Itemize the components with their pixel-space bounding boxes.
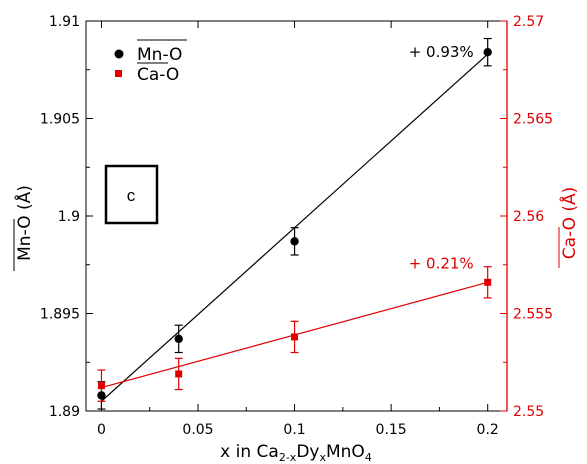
x-tick-label: 0	[97, 422, 106, 438]
y-right-tick-label: 2.57	[513, 14, 544, 30]
ca-o-point	[97, 382, 105, 390]
y-left-tick-label: 1.91	[49, 14, 80, 30]
y-right-tick-label: 2.555	[513, 307, 553, 323]
y-axis-left-title-group: Mn-O (Å)	[13, 185, 35, 271]
ca-o-point	[175, 370, 183, 378]
ca-o-point	[291, 333, 299, 341]
y-right-tick-label: 2.565	[513, 112, 553, 128]
mn-o-annotation: + 0.93%	[409, 43, 474, 61]
annotations: + 0.93% + 0.21%	[409, 43, 474, 272]
tick-marks	[86, 20, 507, 412]
legend-label-ca-o: Ca-O	[137, 65, 179, 85]
tick-labels: 0 0.05 0.1 0.15 0.2 1.89 1.895 1.9 1.905 1.91 2.55…	[40, 14, 553, 438]
mn-o-point	[97, 391, 106, 400]
ca-o-point	[484, 278, 492, 286]
ca-o-annotation: + 0.21%	[409, 254, 474, 272]
mn-o-point	[483, 48, 492, 57]
x-axis-title: x in Ca2-xDyxMnO4	[220, 442, 372, 464]
panel-label-box: c	[104, 164, 159, 225]
mn-o-point	[290, 237, 299, 246]
data-markers	[97, 48, 492, 400]
y-left-tick-label: 1.905	[40, 112, 80, 128]
y-axis-left-title: Mn-O (Å)	[13, 185, 35, 261]
panel-label-frame	[104, 164, 159, 225]
x-tick-label: 0.2	[477, 422, 499, 438]
x-tick-label: 0.15	[376, 422, 407, 438]
y-right-tick-label: 2.55	[513, 404, 544, 420]
legend-marker-ca-o	[115, 70, 122, 77]
y-axis-right-title-group: Ca-O (Å)	[558, 187, 580, 268]
x-tick-label: 0.1	[283, 422, 305, 438]
y-left-tick-label: 1.895	[40, 307, 80, 323]
y-right-tick-label: 2.56	[513, 209, 544, 225]
legend: Mn-O Ca-O	[114, 39, 187, 85]
y-left-tick-label: 1.89	[49, 404, 80, 420]
y-axis-right-title: Ca-O (Å)	[558, 187, 580, 260]
y-left-tick-label: 1.9	[58, 209, 80, 225]
legend-label-mn-o: Mn-O	[137, 45, 182, 65]
mn-o-point	[174, 334, 183, 344]
legend-marker-mn-o	[114, 49, 124, 59]
panel-label: c	[127, 186, 136, 205]
x-tick-label: 0.05	[182, 422, 213, 438]
